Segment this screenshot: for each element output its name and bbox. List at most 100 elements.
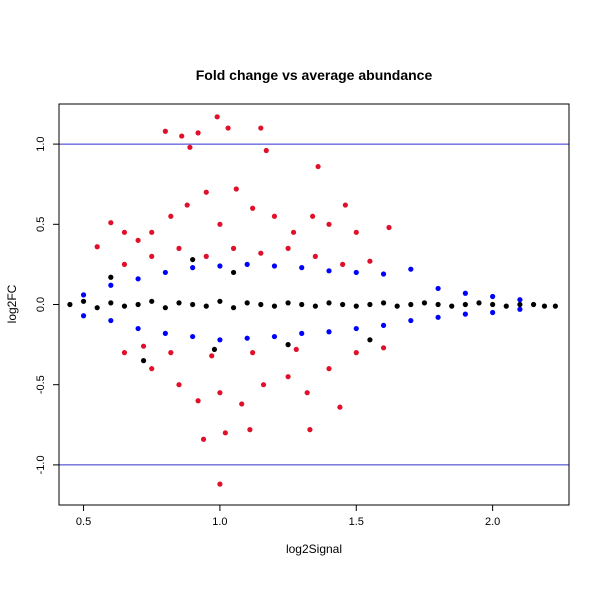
- data-point: [312, 253, 318, 259]
- data-point: [217, 390, 223, 396]
- data-point: [203, 189, 209, 195]
- data-point: [140, 343, 147, 349]
- data-point: [211, 346, 218, 353]
- data-point: [162, 128, 168, 134]
- data-point: [162, 330, 168, 336]
- data-point: [162, 305, 168, 311]
- data-point: [200, 436, 207, 442]
- x-tick-label: 2.0: [485, 516, 500, 528]
- data-point: [285, 374, 291, 380]
- data-point: [326, 300, 332, 306]
- data-point: [367, 337, 373, 343]
- data-point: [121, 350, 128, 356]
- data-point: [421, 300, 428, 306]
- data-point: [435, 301, 441, 308]
- data-point: [307, 427, 313, 433]
- data-point: [290, 229, 297, 235]
- data-point: [108, 300, 114, 306]
- data-point: [380, 271, 387, 277]
- data-point: [353, 350, 359, 356]
- axes: 0.5 1.0 1.5 2.0 -1.0 -0.5 0.0 0.5 1.0: [35, 136, 500, 528]
- data-point: [176, 300, 182, 306]
- data-point: [353, 229, 359, 235]
- data-point: [80, 313, 87, 319]
- data-point: [517, 297, 523, 303]
- data-point: [108, 220, 114, 226]
- data-point: [80, 298, 87, 304]
- data-point: [184, 202, 190, 208]
- data-point: [258, 125, 264, 131]
- data-point: [258, 301, 264, 308]
- data-point: [299, 301, 305, 308]
- data-point: [190, 333, 196, 340]
- data-point: [386, 224, 392, 231]
- data-point: [162, 269, 168, 276]
- data-point: [462, 301, 468, 308]
- data-point: [310, 213, 316, 219]
- data-point: [108, 282, 114, 288]
- data-point: [222, 430, 228, 436]
- data-point: [299, 265, 305, 271]
- data-point: [250, 205, 256, 211]
- data-point: [490, 309, 496, 316]
- data-point: [490, 293, 496, 300]
- data-point: [135, 276, 141, 282]
- data-point: [326, 268, 332, 274]
- data-point: [214, 114, 220, 120]
- y-tick-label: 0.5: [35, 217, 47, 232]
- data-point: [530, 301, 537, 308]
- data-point: [244, 300, 250, 306]
- data-point: [408, 317, 414, 324]
- data-point: [285, 300, 291, 306]
- y-axis-label: log2FC: [5, 284, 19, 323]
- data-point: [408, 301, 414, 308]
- data-point: [380, 322, 387, 328]
- data-point: [541, 303, 548, 309]
- data-point: [230, 245, 237, 251]
- data-point: [342, 202, 348, 208]
- data-point: [176, 382, 182, 388]
- data-point: [462, 290, 468, 296]
- data-point: [176, 245, 182, 251]
- data-point: [140, 358, 147, 364]
- data-point: [326, 366, 332, 372]
- data-point: [195, 130, 201, 136]
- data-point: [239, 401, 245, 407]
- data-point: [367, 258, 373, 264]
- data-point: [135, 237, 141, 243]
- y-tick-label: -0.5: [35, 375, 47, 394]
- reference-lines: [59, 143, 569, 466]
- data-point: [149, 229, 155, 235]
- data-point: [108, 274, 114, 280]
- data-point: [217, 263, 223, 269]
- chart-title: Fold change vs average abundance: [196, 67, 433, 83]
- data-point: [203, 253, 209, 259]
- data-point: [203, 303, 209, 309]
- data-point: [326, 221, 332, 227]
- x-tick-label: 1.0: [212, 516, 227, 528]
- data-point: [380, 345, 387, 351]
- data-point: [271, 303, 278, 309]
- data-point: [271, 213, 278, 219]
- data-point: [340, 301, 346, 308]
- data-point: [260, 382, 267, 388]
- data-point: [367, 301, 373, 308]
- data-point: [67, 301, 73, 308]
- data-point: [149, 366, 155, 372]
- data-point: [94, 305, 100, 311]
- data-point: [380, 300, 387, 306]
- data-point: [225, 125, 231, 131]
- data-point: [190, 301, 196, 308]
- data-point: [299, 330, 305, 336]
- data-point: [503, 303, 509, 309]
- data-point: [121, 229, 128, 235]
- data-point: [179, 133, 185, 139]
- data-point: [244, 335, 250, 341]
- data-point: [394, 303, 400, 309]
- x-tick-label: 0.5: [76, 516, 91, 528]
- data-point: [312, 303, 318, 309]
- y-tick-label: -1.0: [35, 455, 47, 474]
- data-point: [285, 342, 291, 348]
- x-axis-label: log2Signal: [286, 542, 342, 556]
